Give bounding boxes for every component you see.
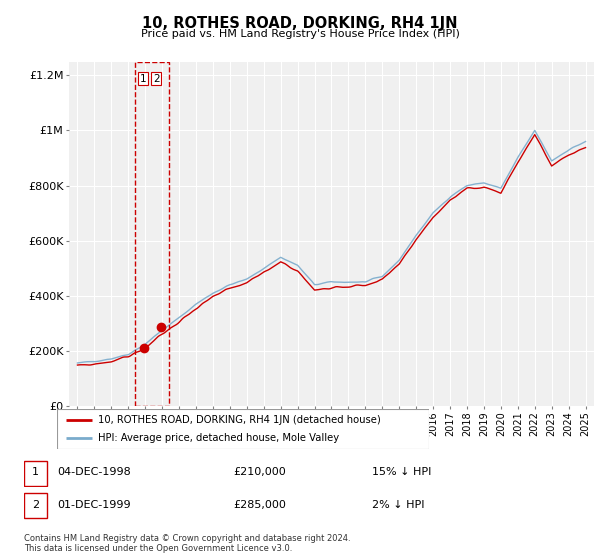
Text: 2: 2 xyxy=(153,74,160,83)
Bar xyxy=(24,493,47,518)
Bar xyxy=(24,461,47,486)
Text: £285,000: £285,000 xyxy=(234,500,287,510)
Text: 10, ROTHES ROAD, DORKING, RH4 1JN: 10, ROTHES ROAD, DORKING, RH4 1JN xyxy=(142,16,458,31)
Text: 1: 1 xyxy=(139,74,146,83)
Text: 10, ROTHES ROAD, DORKING, RH4 1JN (detached house): 10, ROTHES ROAD, DORKING, RH4 1JN (detac… xyxy=(98,415,380,424)
Text: 1: 1 xyxy=(32,468,39,477)
Text: 2% ↓ HPI: 2% ↓ HPI xyxy=(372,500,424,510)
Bar xyxy=(135,62,169,406)
Text: Contains HM Land Registry data © Crown copyright and database right 2024.
This d: Contains HM Land Registry data © Crown c… xyxy=(24,534,350,553)
Text: 04-DEC-1998: 04-DEC-1998 xyxy=(57,468,131,477)
Text: HPI: Average price, detached house, Mole Valley: HPI: Average price, detached house, Mole… xyxy=(98,433,339,443)
Text: 2: 2 xyxy=(32,500,39,510)
Text: 01-DEC-1999: 01-DEC-1999 xyxy=(57,500,131,510)
Text: 15% ↓ HPI: 15% ↓ HPI xyxy=(372,468,431,477)
Text: Price paid vs. HM Land Registry's House Price Index (HPI): Price paid vs. HM Land Registry's House … xyxy=(140,29,460,39)
Text: £210,000: £210,000 xyxy=(234,468,287,477)
